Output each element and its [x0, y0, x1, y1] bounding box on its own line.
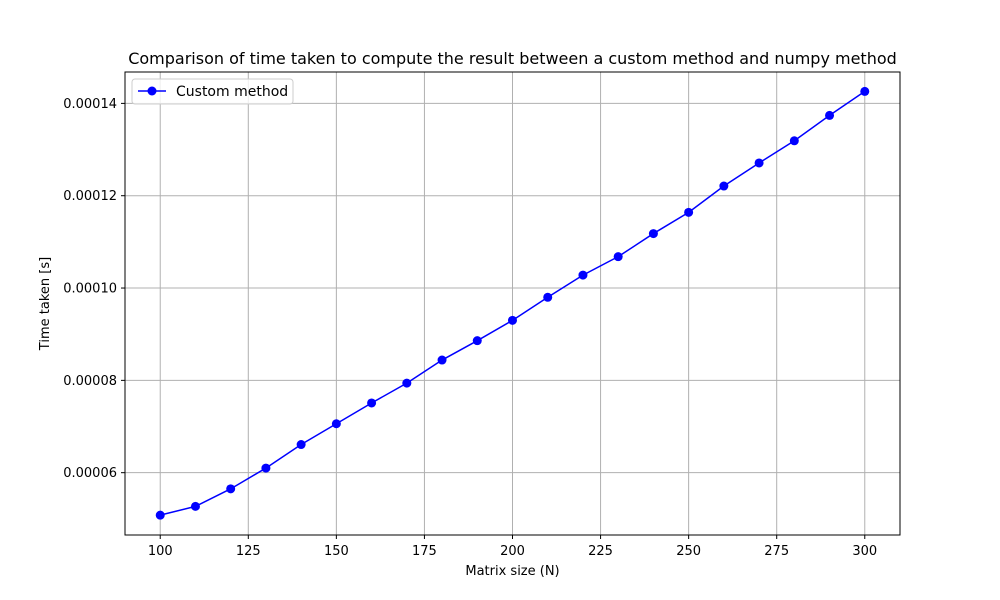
legend-label-custom-method: Custom method — [176, 84, 288, 100]
data-point — [860, 86, 870, 96]
data-point — [367, 398, 377, 408]
data-point — [543, 292, 553, 302]
x-tick-label: 200 — [500, 544, 525, 559]
legend: Custom method — [131, 78, 294, 105]
series-layer — [155, 86, 870, 520]
data-point — [190, 501, 200, 511]
data-point — [155, 510, 165, 520]
y-tick-label: 0.00014 — [63, 97, 117, 112]
x-tick-label: 225 — [588, 544, 613, 559]
data-point — [719, 181, 729, 191]
x-tick-label: 125 — [236, 544, 261, 559]
data-point — [684, 207, 694, 217]
y-tick-label: 0.00012 — [63, 189, 117, 204]
x-tick-label: 300 — [852, 544, 877, 559]
data-point — [472, 336, 482, 346]
data-point — [296, 440, 306, 450]
legend-marker-custom-method — [147, 86, 157, 96]
chart-title: Comparison of time taken to compute the … — [128, 49, 897, 68]
data-point — [331, 419, 341, 429]
x-tick-label: 150 — [324, 544, 349, 559]
data-point — [261, 463, 271, 473]
data-point — [578, 270, 588, 280]
x-axis-ticks: 100 125 150 175 200 225 250 275 300 — [148, 535, 877, 559]
data-point — [613, 252, 623, 262]
x-axis-label: Matrix size (N) — [465, 564, 559, 579]
data-point — [825, 110, 835, 120]
y-tick-label: 0.00008 — [63, 374, 117, 389]
x-gridlines — [159, 72, 866, 535]
data-point — [226, 484, 236, 494]
legend-box — [131, 78, 294, 105]
y-axis-ticks: 0.00006 0.00008 0.00010 0.00012 0.00014 — [63, 97, 125, 481]
data-point — [754, 158, 764, 168]
data-point — [402, 378, 412, 388]
data-point — [437, 355, 447, 365]
x-tick-label: 100 — [148, 544, 173, 559]
y-axis-label: Time taken [s] — [38, 257, 53, 351]
data-point — [648, 229, 658, 239]
y-tick-label: 0.00010 — [63, 282, 117, 297]
data-point — [789, 136, 799, 146]
x-tick-label: 275 — [764, 544, 789, 559]
y-tick-label: 0.00006 — [63, 466, 117, 481]
x-tick-label: 250 — [676, 544, 701, 559]
data-point — [508, 315, 517, 325]
x-tick-label: 175 — [412, 544, 437, 559]
y-gridlines — [125, 102, 900, 474]
